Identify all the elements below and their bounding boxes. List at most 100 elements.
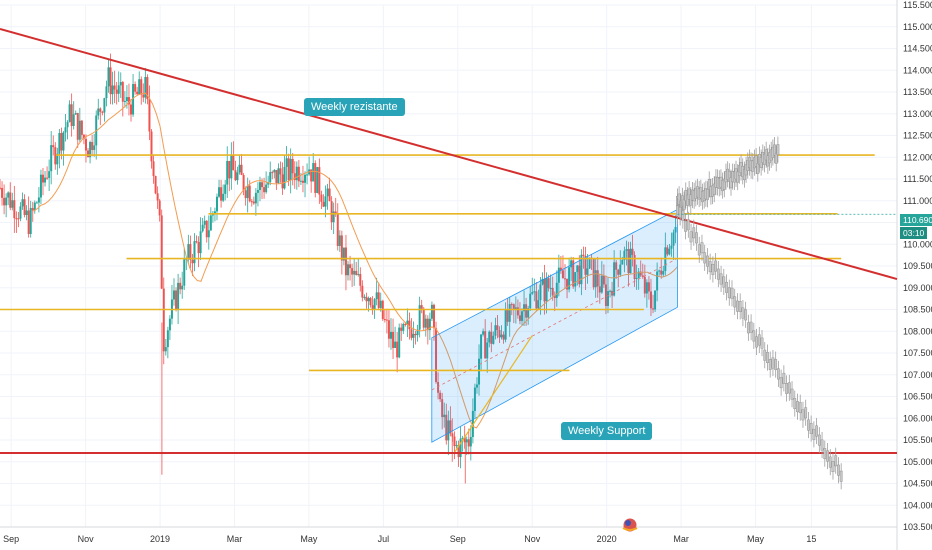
candle-body xyxy=(420,305,423,309)
candle-body xyxy=(158,200,161,216)
candle-body xyxy=(353,270,356,275)
candle-body xyxy=(349,264,352,269)
candle-body xyxy=(162,288,165,352)
candle-body xyxy=(199,231,202,254)
candle-body xyxy=(99,108,102,112)
price-tick-label: 114.500 xyxy=(903,44,932,54)
candle-body xyxy=(326,188,329,197)
projection-candle-body xyxy=(746,322,750,334)
candle-body xyxy=(492,335,495,344)
candle-body xyxy=(250,201,253,203)
candle-body xyxy=(383,319,386,321)
candle-body xyxy=(613,262,616,296)
candle-body xyxy=(506,309,509,322)
price-tick-label: 112.000 xyxy=(903,152,932,162)
candle-body xyxy=(576,265,579,273)
candle-body xyxy=(62,132,65,151)
candle-body xyxy=(134,84,137,92)
candle-body xyxy=(371,305,374,310)
candle-body xyxy=(111,85,114,95)
projection-candle-body xyxy=(714,260,718,272)
candle-body xyxy=(328,188,331,202)
candle-body xyxy=(512,304,515,310)
candle-body xyxy=(535,291,538,309)
candle-body xyxy=(295,166,298,181)
candle-body xyxy=(486,342,489,359)
candle-body xyxy=(132,84,135,115)
candle-body xyxy=(457,445,460,458)
candle-body xyxy=(76,113,79,140)
candle-body xyxy=(453,436,456,447)
price-tick-label: 109.000 xyxy=(903,283,932,293)
regression-channel xyxy=(431,208,678,443)
resistance-annotation[interactable]: Weekly rezistante xyxy=(304,98,405,116)
candle-body xyxy=(369,298,372,306)
price-tick-label: 110.000 xyxy=(903,239,932,249)
candle-body xyxy=(230,155,233,179)
projection-candle-body xyxy=(678,206,682,218)
candle-body xyxy=(375,292,378,300)
candle-body xyxy=(52,145,55,148)
projection-candle-body xyxy=(708,261,712,273)
candle-body xyxy=(312,163,315,182)
projection-candle-body xyxy=(774,359,778,371)
projection-candle-body xyxy=(711,264,715,275)
candle-body xyxy=(637,271,640,279)
candle-body xyxy=(254,192,257,204)
candle-body xyxy=(455,445,458,447)
candle-body xyxy=(531,292,534,294)
candle-body xyxy=(473,387,476,411)
candle-body xyxy=(578,265,581,285)
candle-body xyxy=(621,260,624,265)
support-annotation[interactable]: Weekly Support xyxy=(561,422,653,440)
projection-candle-body xyxy=(755,336,758,348)
candle-body xyxy=(600,275,603,293)
price-tick-label: 107.000 xyxy=(903,370,932,380)
time-tick-label: Nov xyxy=(524,534,541,544)
candle-body xyxy=(518,315,521,321)
projection-candle-body xyxy=(768,359,772,370)
candle-body xyxy=(615,262,618,270)
rising-trendline xyxy=(453,335,533,454)
candle-body xyxy=(347,264,350,276)
projection-candle-body xyxy=(804,407,808,419)
candle-body xyxy=(142,94,145,98)
candle-body xyxy=(189,244,192,260)
candle-body xyxy=(596,270,599,287)
candle-body xyxy=(660,270,663,275)
candle-body xyxy=(213,211,216,214)
candle-body xyxy=(224,184,227,194)
candle-body xyxy=(426,318,429,331)
candle-body xyxy=(301,180,304,183)
candle-body xyxy=(41,174,44,183)
candle-body xyxy=(606,291,609,306)
candle-body xyxy=(437,382,440,393)
projection-candle-body xyxy=(793,398,797,410)
candle-body xyxy=(234,170,237,181)
candle-body xyxy=(154,175,157,194)
projection-candle-body xyxy=(782,372,786,384)
candle-body xyxy=(74,113,77,115)
projection-candle-body xyxy=(773,144,776,156)
projection-candle-body xyxy=(736,300,739,312)
candle-body xyxy=(392,331,395,348)
candle-body xyxy=(78,120,81,140)
candle-body xyxy=(654,290,657,310)
candle-body xyxy=(508,304,511,322)
candle-body xyxy=(623,250,626,261)
candle-body xyxy=(389,331,392,339)
candle-body xyxy=(195,241,198,243)
candle-body xyxy=(226,160,229,185)
projection-candle-body xyxy=(682,199,686,211)
candle-body xyxy=(566,278,569,290)
candle-body xyxy=(236,172,239,181)
time-tick-label: Sep xyxy=(3,534,19,544)
candle-body xyxy=(658,270,661,272)
candle-body xyxy=(48,171,51,178)
price-tick-label: 111.000 xyxy=(903,196,932,206)
candle-body xyxy=(463,437,466,443)
candle-body xyxy=(123,101,126,103)
candle-body xyxy=(334,211,337,214)
projection-candle-body xyxy=(677,193,681,205)
